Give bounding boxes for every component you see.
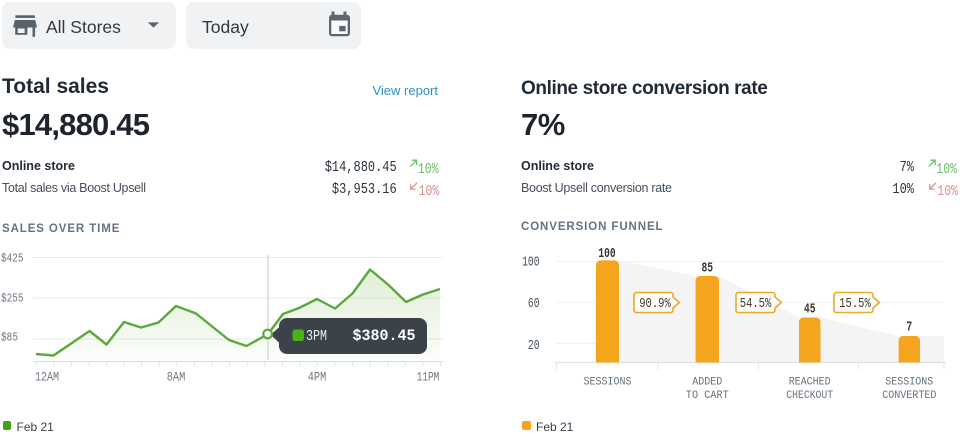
svg-text:10%: 10% (419, 184, 440, 200)
svg-text:7%: 7% (900, 159, 915, 176)
svg-text:$255: $255 (1, 292, 24, 306)
svg-text:60: 60 (528, 297, 540, 312)
svg-text:54.5%: 54.5% (740, 297, 772, 312)
svg-text:85: 85 (702, 262, 714, 277)
svg-text:ADDED: ADDED (692, 377, 722, 389)
svg-text:$3,953.16: $3,953.16 (332, 181, 397, 198)
svg-text:15.5%: 15.5% (839, 297, 871, 312)
svg-text:REACHED: REACHED (789, 377, 831, 389)
svg-text:$85: $85 (1, 331, 18, 345)
svg-text:100: 100 (522, 256, 539, 271)
svg-text:100: 100 (598, 247, 615, 262)
svg-text:TO CART: TO CART (686, 390, 729, 402)
svg-text:CONVERTED: CONVERTED (882, 390, 937, 402)
svg-text:11PM: 11PM (417, 371, 440, 385)
svg-text:12AM: 12AM (35, 371, 59, 385)
svg-text:3PM: 3PM (306, 328, 327, 345)
svg-text:SESSIONS: SESSIONS (584, 377, 632, 389)
svg-text:4PM: 4PM (308, 371, 327, 385)
svg-text:7: 7 (906, 320, 912, 335)
svg-text:45: 45 (804, 302, 816, 317)
svg-text:SESSIONS: SESSIONS (885, 377, 933, 389)
svg-text:10%: 10% (936, 162, 957, 178)
svg-text:CHECKOUT: CHECKOUT (786, 390, 833, 402)
svg-text:90.9%: 90.9% (639, 297, 671, 312)
svg-text:10%: 10% (937, 184, 958, 200)
svg-text:$425: $425 (1, 252, 24, 266)
svg-text:20: 20 (528, 339, 540, 354)
svg-text:10%: 10% (892, 181, 914, 198)
svg-text:$380.45: $380.45 (353, 327, 416, 345)
svg-text:8AM: 8AM (167, 371, 186, 385)
svg-text:$14,880.45: $14,880.45 (325, 159, 397, 176)
svg-text:10%: 10% (418, 162, 439, 178)
